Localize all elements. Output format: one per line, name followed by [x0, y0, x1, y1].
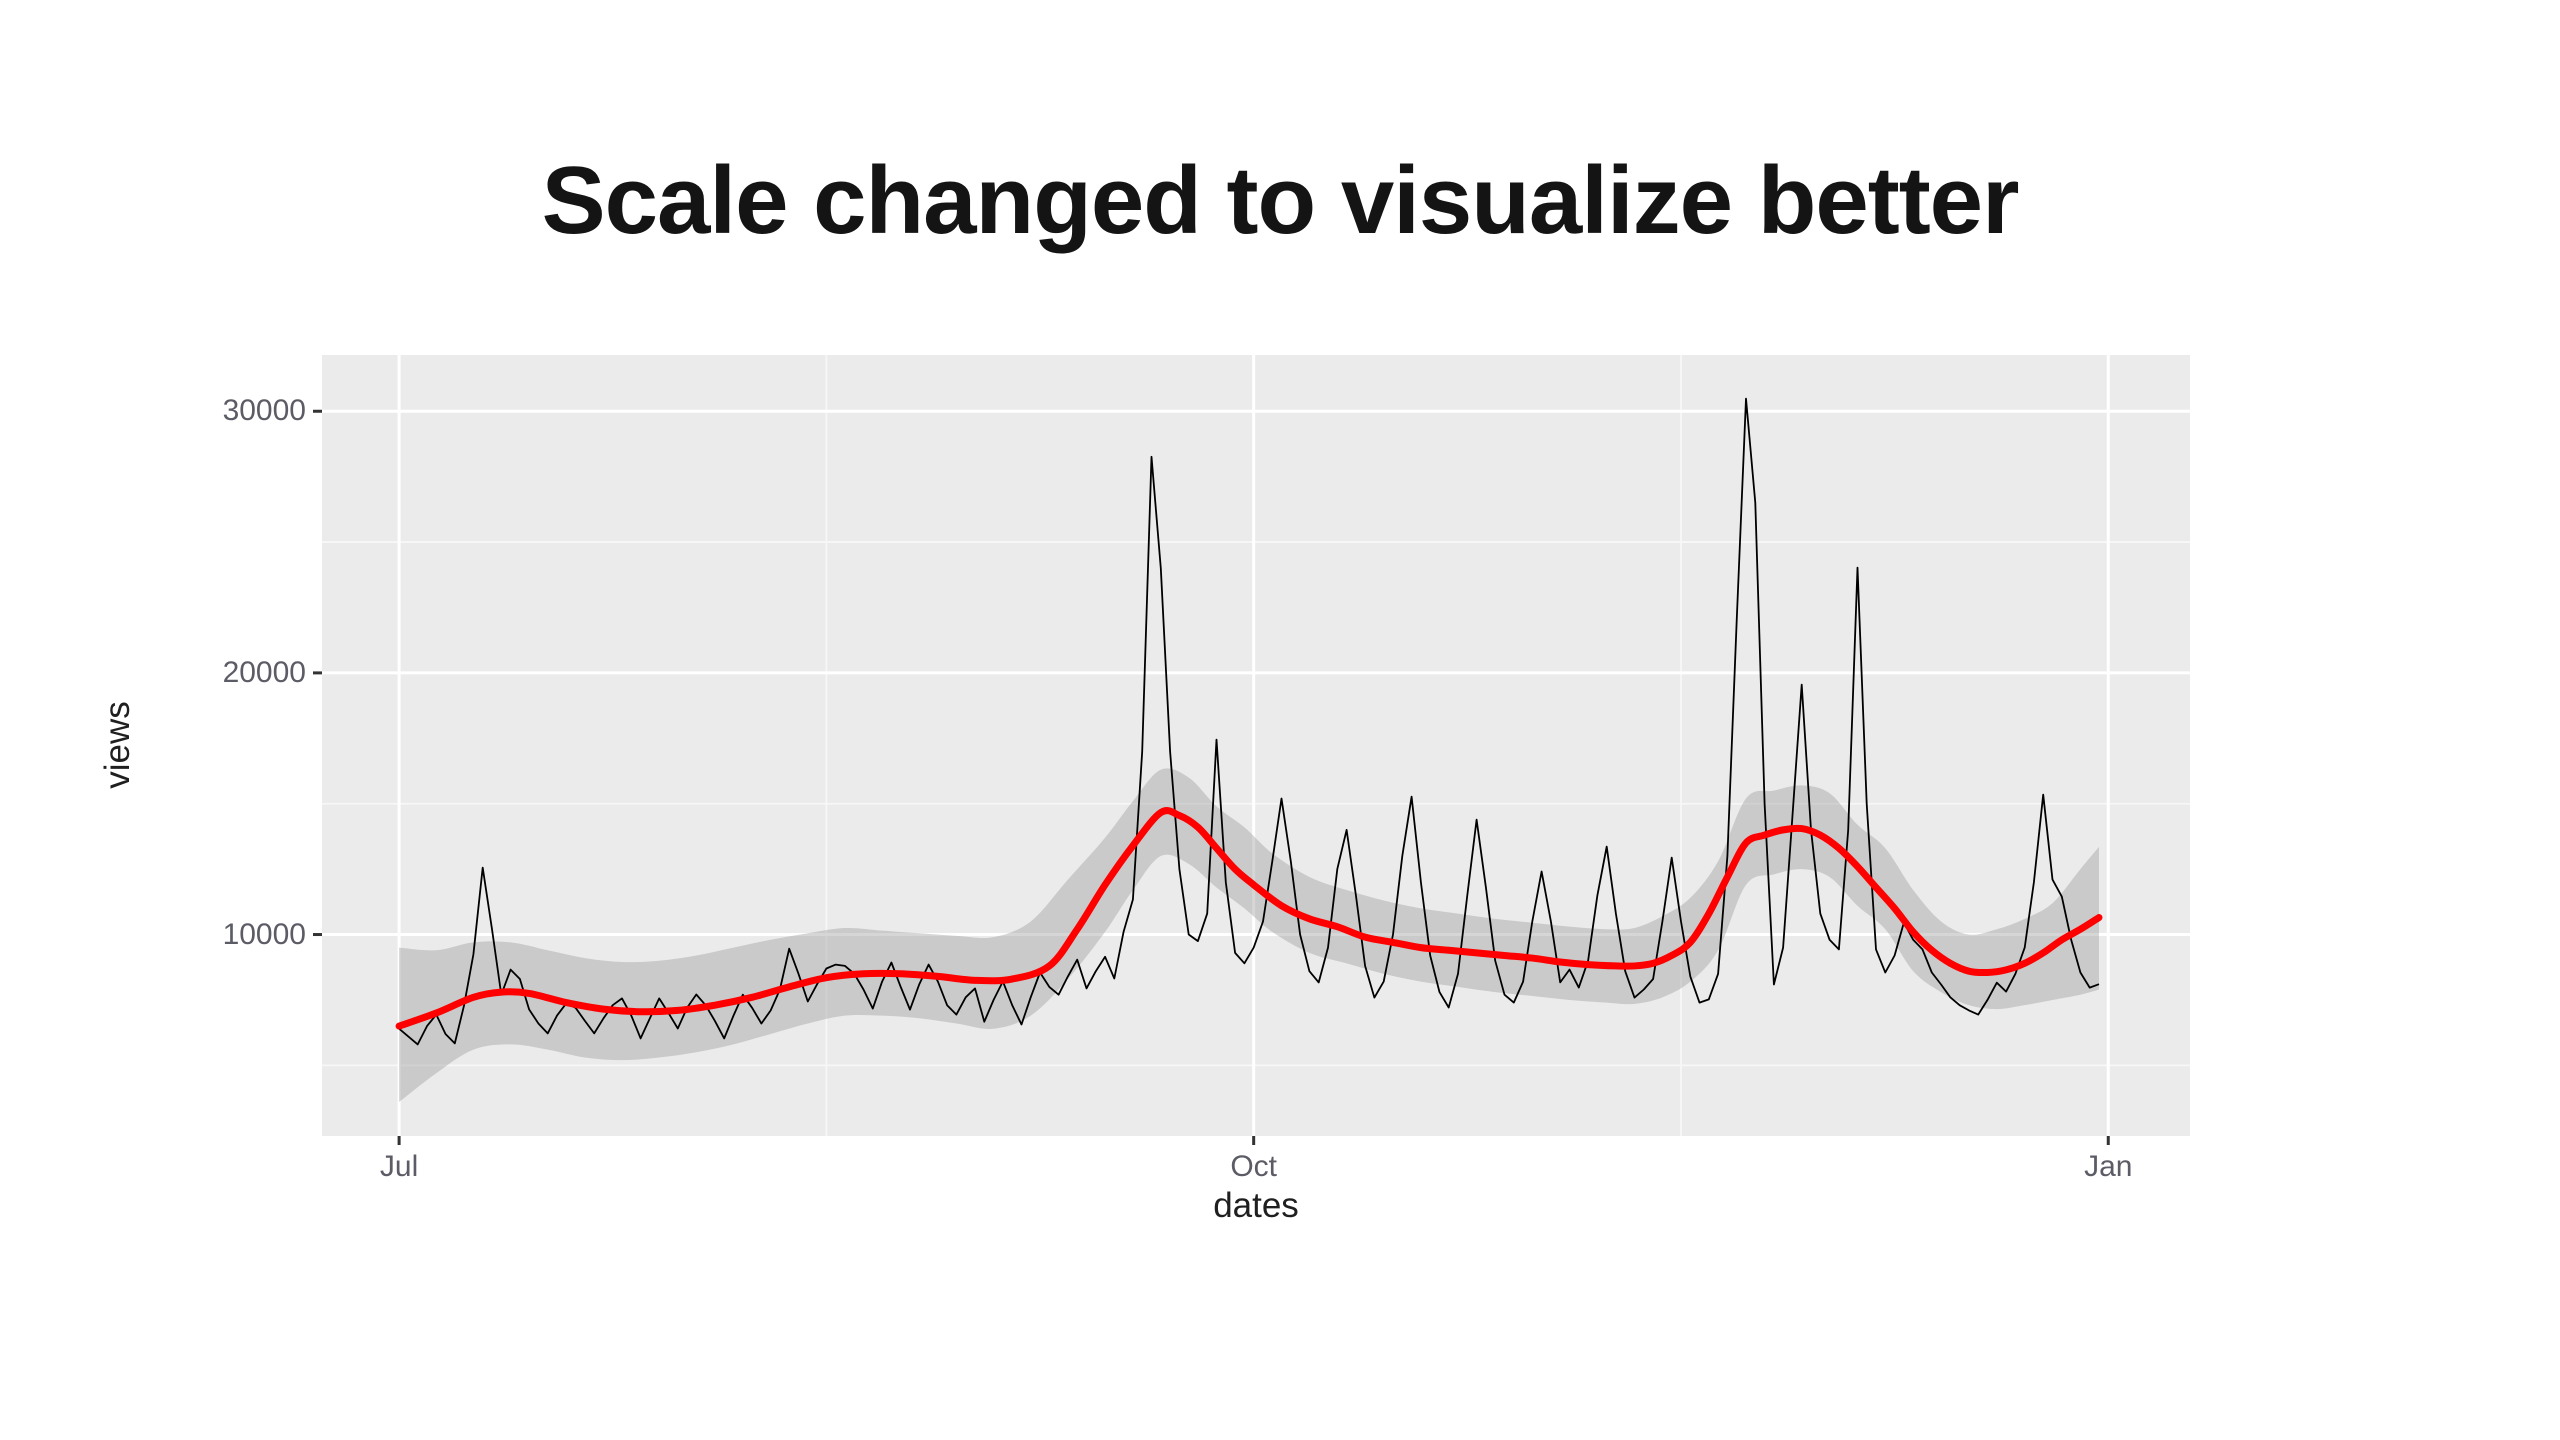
- chart-title: Scale changed to visualize better: [541, 147, 2020, 254]
- y-axis-title: views: [98, 701, 137, 789]
- y-tick-label: 30000: [222, 394, 306, 428]
- y-tick-label: 20000: [222, 655, 306, 689]
- x-tick-label: Jan: [2084, 1150, 2133, 1183]
- x-tick-label: Oct: [1230, 1150, 1277, 1183]
- x-axis-title: dates: [1213, 1186, 1299, 1225]
- y-tick-label: 10000: [222, 917, 306, 951]
- chart-panel: [322, 355, 2190, 1136]
- daily-views-line: [398, 397, 2100, 1046]
- x-tick-label: Jul: [379, 1150, 419, 1183]
- confidence-ribbon: [399, 768, 2099, 1102]
- loess-smooth-line: [395, 807, 2103, 1030]
